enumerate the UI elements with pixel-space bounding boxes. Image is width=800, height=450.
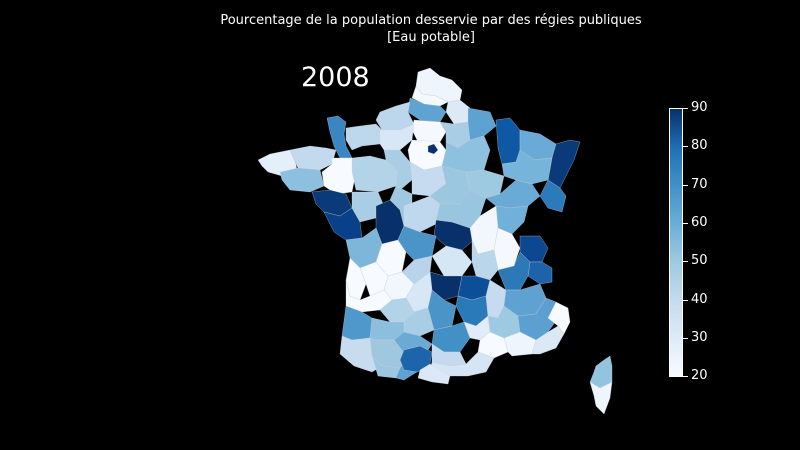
department-region: Alpes-Maritimes (547, 301, 571, 335)
colorbar-tick-label: 90 (691, 100, 708, 115)
chart-title-line1: Pourcentage de la population desservie p… (220, 13, 642, 28)
department-region: Aisne-north (445, 99, 471, 125)
chart-title: Pourcentage de la population desservie p… (0, 12, 800, 46)
colorbar-tick-label: 20 (691, 368, 708, 383)
colorbar-tick-label: 80 (691, 138, 708, 153)
colorbar-tick (683, 261, 688, 262)
colorbar-tick-label: 40 (691, 292, 708, 307)
colorbar-tick-label: 30 (691, 330, 708, 345)
department-region: Var (531, 325, 565, 355)
colorbar-tick-label: 70 (691, 177, 708, 192)
department-region: Vendée (323, 207, 363, 241)
colorbar-tick (683, 223, 688, 224)
colorbar-tick (683, 338, 688, 339)
department-region: Haut-Rhin (539, 179, 567, 213)
department-region: Seine-Maritime (375, 101, 415, 131)
colorbar-tick (683, 146, 688, 147)
colorbar-tick-label: 50 (691, 253, 708, 268)
colorbar-tick (683, 185, 688, 186)
department-region: Meuse (495, 117, 521, 165)
department-region: Haute-Corse (589, 355, 613, 389)
department-region: Eure (379, 123, 415, 151)
departments-layer: NordPas-de-CalaisAisne-northSommeSeine-M… (257, 67, 613, 415)
department-region: Rhône-Loire (471, 239, 499, 281)
department-region: Creuse (401, 255, 433, 285)
chart-title-line2: [Eau potable] (387, 30, 475, 45)
department-region: Paris (427, 143, 439, 155)
colorbar-tick-label: 60 (691, 215, 708, 230)
colorbar-tick (683, 108, 688, 109)
department-region: Haute-Savoie (527, 261, 553, 285)
department-region: Meurthe (501, 149, 553, 185)
department-region: Corse-du-Sud (589, 381, 613, 415)
department-region: Allier (431, 245, 473, 277)
department-region: Somme (407, 97, 447, 123)
colorbar-tick (683, 376, 688, 377)
department-region: Calvados (345, 123, 385, 151)
department-region: Manche (326, 115, 353, 159)
department-region: Aude (417, 363, 451, 385)
year-label: 2008 (301, 62, 370, 93)
colorbar (669, 108, 683, 377)
department-region: Indre (397, 225, 437, 261)
department-region: Morbihan (279, 167, 325, 193)
colorbar-tick (683, 300, 688, 301)
department-region: Ardennes (467, 107, 497, 141)
department-region: Pas-de-Calais (411, 85, 449, 107)
